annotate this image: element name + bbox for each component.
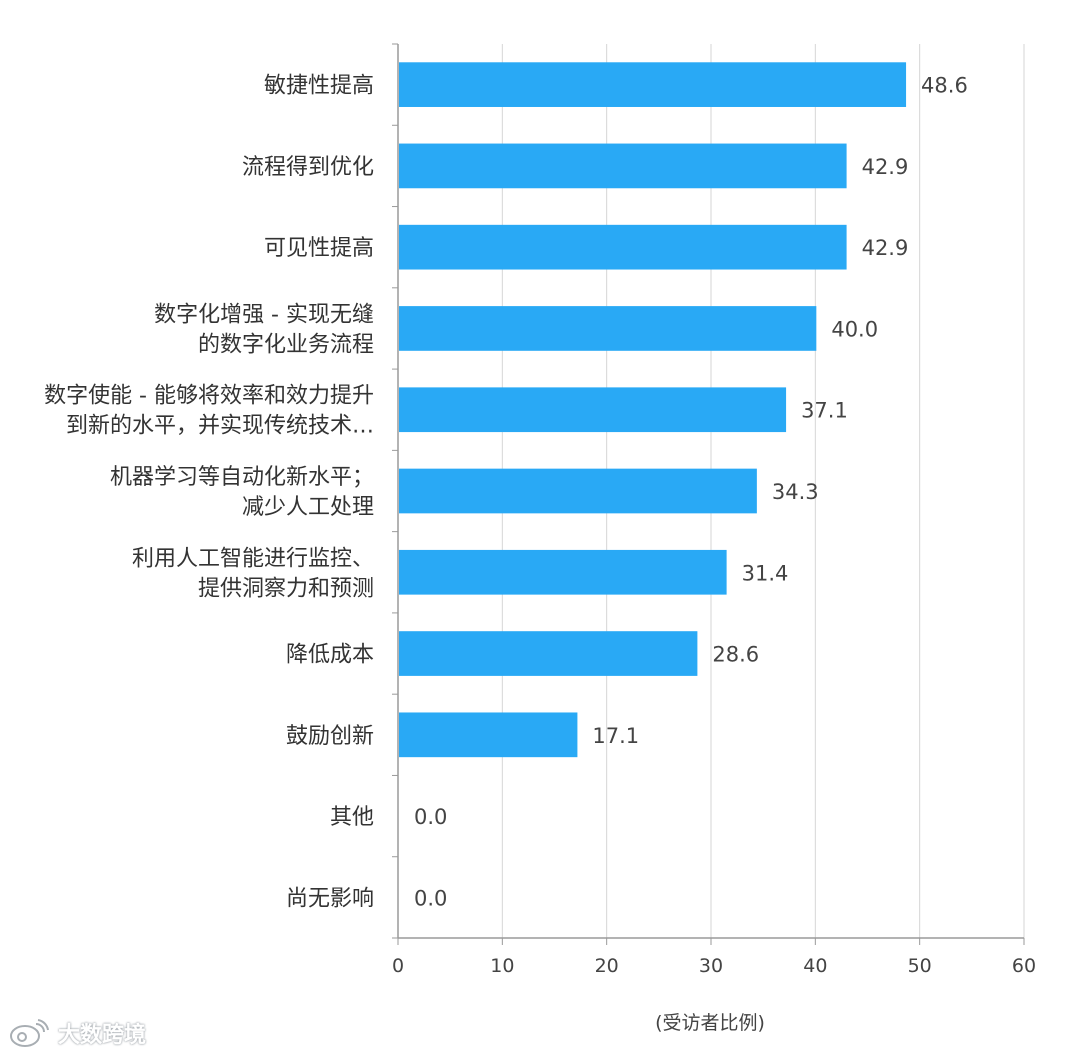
data-label: 0.0 <box>414 805 447 829</box>
x-axis-title: (受访者比例) <box>655 1012 765 1034</box>
category-label: 尚无影响 <box>286 886 374 911</box>
category-label: 降低成本 <box>286 643 374 668</box>
bar <box>399 306 817 351</box>
category-label: 到新的水平，并实现传统技术… <box>66 414 374 439</box>
category-label: 的数字化业务流程 <box>198 332 374 357</box>
bar <box>399 143 847 189</box>
data-label: 34.3 <box>772 480 819 504</box>
data-label: 37.1 <box>801 399 848 423</box>
category-label: 流程得到优化 <box>242 155 374 180</box>
x-tick-label: 30 <box>699 955 723 977</box>
bar <box>399 62 907 107</box>
data-label: 31.4 <box>742 561 789 585</box>
bar <box>399 387 787 433</box>
category-label: 敏捷性提高 <box>264 74 374 99</box>
x-tick-label: 50 <box>908 955 932 977</box>
category-label: 鼓励创新 <box>286 724 374 749</box>
category-label: 数字使能 - 能够将效率和效力提升 <box>44 384 374 409</box>
data-label: 42.9 <box>862 236 909 260</box>
bar <box>399 712 578 758</box>
category-label: 提供洞察力和预测 <box>198 576 374 601</box>
watermark: 大数跨境 <box>8 1016 146 1050</box>
x-tick-label: 60 <box>1012 955 1036 977</box>
data-label: 40.0 <box>831 317 878 341</box>
weibo-logo-icon <box>10 1019 49 1047</box>
data-label: 42.9 <box>862 155 909 179</box>
bar <box>399 224 847 270</box>
data-label: 48.6 <box>921 74 968 98</box>
watermark-text: 大数跨境 <box>58 1023 147 1048</box>
x-tick-label: 10 <box>490 955 514 977</box>
category-label: 可见性提高 <box>264 236 374 261</box>
bar <box>399 468 757 514</box>
x-tick-label: 20 <box>595 955 619 977</box>
data-label: 28.6 <box>712 643 759 667</box>
data-label: 0.0 <box>414 886 447 910</box>
category-label: 减少人工处理 <box>242 495 374 520</box>
x-tick-label: 40 <box>803 955 827 977</box>
category-label: 利用人工智能进行监控、 <box>132 546 374 571</box>
category-label: 数字化增强 - 实现无缝 <box>154 302 374 327</box>
bar <box>399 631 698 676</box>
bar <box>399 549 727 595</box>
category-label: 其他 <box>330 805 374 830</box>
category-label: 机器学习等自动化新水平； <box>110 465 374 490</box>
x-tick-label: 0 <box>392 955 404 977</box>
data-label: 17.1 <box>592 724 639 748</box>
